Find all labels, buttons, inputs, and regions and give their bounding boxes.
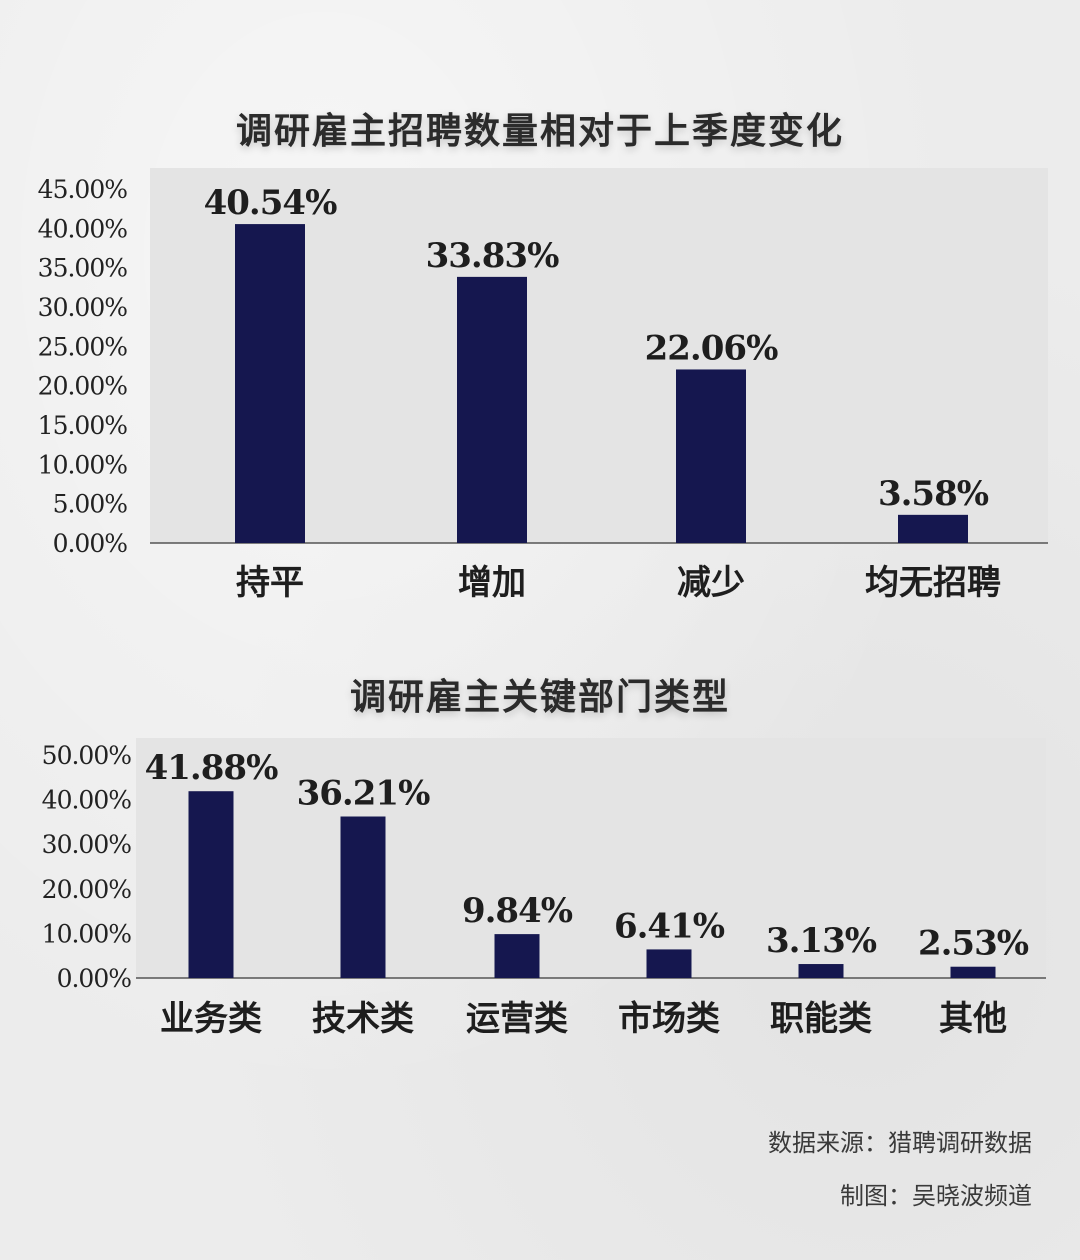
- y-tick-label: 0.00%: [57, 964, 132, 993]
- data-label: 6.41%: [614, 906, 725, 946]
- bar: [188, 791, 234, 978]
- bar: [235, 224, 305, 543]
- data-label: 3.13%: [766, 921, 877, 961]
- y-tick-label: 10.00%: [42, 919, 132, 948]
- x-category-label: 技术类: [312, 999, 414, 1039]
- y-tick-label: 10.00%: [38, 450, 128, 479]
- data-label: 9.84%: [462, 891, 573, 931]
- x-category-label: 市场类: [618, 999, 720, 1039]
- y-tick-label: 40.00%: [42, 786, 132, 815]
- data-label: 3.58%: [878, 474, 989, 514]
- x-category-label: 减少: [677, 563, 745, 603]
- bar: [457, 276, 527, 543]
- x-category-label: 运营类: [466, 999, 568, 1039]
- bar: [898, 514, 968, 543]
- data-label: 2.53%: [918, 924, 1029, 964]
- y-tick-label: 35.00%: [38, 254, 128, 283]
- chart-maker-note: 制图：吴晓波频道: [840, 1182, 1032, 1210]
- x-category-label: 增加: [458, 563, 526, 603]
- x-category-label: 业务类: [160, 999, 262, 1039]
- y-tick-label: 30.00%: [42, 830, 132, 859]
- y-tick-label: 40.00%: [38, 214, 128, 243]
- y-tick-label: 45.00%: [38, 175, 128, 204]
- data-source-note: 数据来源：猎聘调研数据: [768, 1129, 1032, 1157]
- chart1-title: 调研雇主招聘数量相对于上季度变化: [235, 111, 844, 152]
- plot-panel: [136, 738, 1046, 978]
- data-label: 41.88%: [145, 748, 278, 788]
- y-tick-label: 15.00%: [38, 411, 128, 440]
- y-tick-label: 20.00%: [38, 372, 128, 401]
- bar: [950, 966, 996, 978]
- x-category-label: 持平: [236, 563, 304, 603]
- bar: [676, 369, 746, 543]
- bar: [798, 964, 844, 978]
- chart1-svg: 0.00% 5.00% 10.00% 15.00% 20.00% 25.00% 30.00%…: [38, 168, 1048, 603]
- bar: [646, 949, 692, 978]
- y-tick-label: 5.00%: [53, 490, 128, 519]
- y-tick-label: 0.00%: [53, 529, 128, 558]
- y-tick-label: 25.00%: [38, 332, 128, 361]
- y-tick-label: 30.00%: [38, 293, 128, 322]
- x-category-label: 其他: [939, 999, 1007, 1039]
- bar: [340, 816, 386, 978]
- chart2-title: 调研雇主关键部门类型: [349, 677, 730, 718]
- x-category-label: 职能类: [770, 999, 872, 1039]
- y-tick-label: 50.00%: [42, 741, 132, 770]
- data-label: 40.54%: [204, 183, 337, 223]
- bar: [494, 934, 540, 978]
- chart2-svg: 0.00% 10.00% 20.00% 30.00% 40.00% 50.00% 41.88…: [41, 738, 1046, 1039]
- data-label: 36.21%: [297, 774, 430, 814]
- data-label: 22.06%: [645, 328, 778, 368]
- data-label: 33.83%: [426, 236, 559, 276]
- y-tick-label: 20.00%: [42, 875, 132, 904]
- x-category-label: 均无招聘: [865, 563, 1001, 603]
